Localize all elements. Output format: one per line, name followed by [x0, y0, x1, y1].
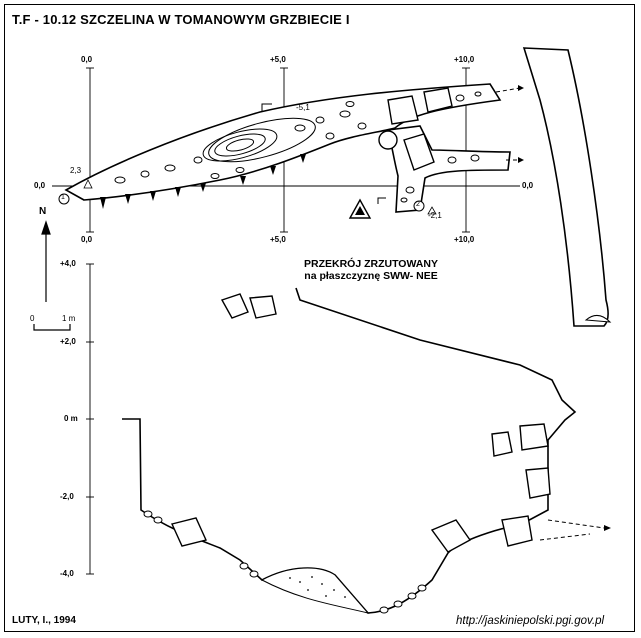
section-title: PRZEKRÓJ ZRZUTOWANY na płaszczyznę SWW- …: [286, 258, 456, 282]
section-axis: [86, 263, 94, 575]
shaft-floor: [584, 315, 612, 323]
section-blocks: [171, 293, 551, 553]
elevation-start: 2,3: [70, 166, 82, 175]
point-1-marker: [58, 193, 70, 205]
section-sediment: [260, 567, 370, 614]
scale-right-label: 1 m: [62, 314, 76, 323]
plan-x-tick-top-5: +5,0: [270, 55, 286, 64]
point-1-label: 1: [61, 194, 65, 201]
plan-continuation-arrows: [495, 87, 521, 161]
plan-x-tick-top-0: 0,0: [81, 55, 93, 64]
slope-arrow: [261, 103, 272, 112]
section-y-tick-0: 0 m: [64, 414, 78, 423]
elevation-upper: -5,1: [296, 103, 310, 112]
point-2-label: 2: [416, 201, 420, 208]
section-continuation-arrow: [539, 519, 605, 541]
scale-left-label: 0: [30, 314, 35, 323]
source-link[interactable]: http://jaskiniepolski.pgi.gov.pl: [456, 615, 605, 627]
plan-y-tick-left: 0,0: [34, 181, 46, 190]
section-rubble: [143, 510, 427, 614]
north-label: N: [39, 206, 47, 217]
north-arrow: [41, 220, 51, 302]
plan-teeth: [100, 154, 306, 209]
section-title-line2: na płaszczyznę SWW- NEE: [304, 270, 438, 282]
author-credit: LUTY, I., 1994: [12, 615, 76, 626]
section-title-line1: PRZEKRÓJ ZRZUTOWANY: [304, 258, 438, 270]
plan-blocks: [378, 87, 453, 171]
section-y-tick-minus2: -2,0: [60, 492, 74, 501]
elevation-lower: -2,1: [428, 211, 442, 220]
plan-tick-marks: [86, 67, 470, 233]
section-y-tick-plus2: +2,0: [60, 337, 76, 346]
page-title: T.F - 10.12 SZCZELINA W TOMANOWYM GRZBIE…: [12, 12, 350, 27]
point-2-marker: [413, 200, 425, 212]
plan-x-tick-bottom-5: +5,0: [270, 235, 286, 244]
plan-x-tick-bottom-0: 0,0: [81, 235, 93, 244]
plan-rubble: [114, 91, 482, 203]
drawing-frame: [4, 4, 635, 632]
section-y-tick-minus4: -4,0: [60, 569, 74, 578]
section-y-tick-plus4: +4,0: [60, 259, 76, 268]
section-sediment-dots: [289, 576, 346, 598]
plan-contours: [202, 117, 316, 163]
shaft-outline: [522, 47, 609, 327]
plan-x-tick-top-10: +10,0: [454, 55, 475, 64]
plan-x-tick-bottom-10: +10,0: [454, 235, 475, 244]
scale-bar: [33, 324, 71, 331]
plan-y-tick-right: 0,0: [522, 181, 534, 190]
